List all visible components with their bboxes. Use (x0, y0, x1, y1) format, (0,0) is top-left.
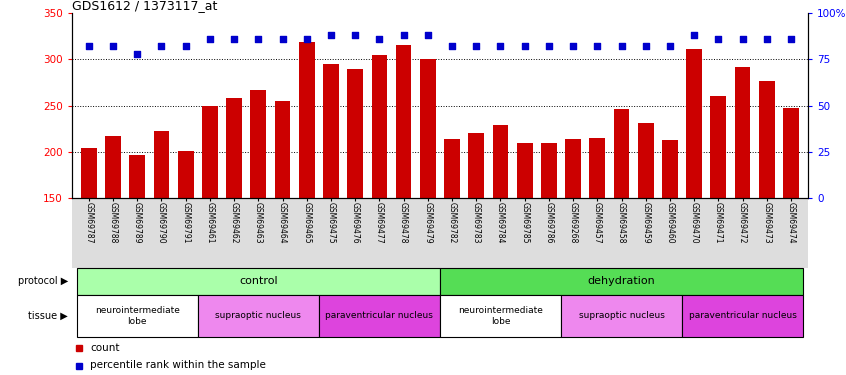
Text: dehydration: dehydration (588, 276, 656, 286)
Point (542, 43, 556, 49)
Bar (77, 268, 440, 295)
Text: supraoptic nucleus: supraoptic nucleus (216, 312, 301, 321)
Bar (541, 142, 557, 198)
Bar (319, 295, 440, 337)
Point (566, 43, 580, 49)
Point (107, 43, 120, 49)
Point (687, 32, 700, 38)
Point (639, 43, 652, 49)
Bar (682, 295, 803, 337)
Bar (492, 125, 508, 198)
Text: percentile rank within the sample: percentile rank within the sample (91, 360, 266, 370)
Point (518, 43, 531, 49)
Bar (638, 123, 654, 198)
Point (203, 36, 217, 42)
Bar (178, 151, 194, 198)
Point (591, 43, 604, 49)
Bar (440, 295, 561, 337)
Point (324, 32, 338, 38)
Text: paraventricular nucleus: paraventricular nucleus (326, 312, 433, 321)
Bar (517, 142, 532, 198)
Bar (129, 156, 146, 198)
Point (421, 32, 435, 38)
Point (736, 36, 750, 42)
Bar (444, 139, 460, 198)
Bar (202, 106, 217, 198)
Bar (686, 49, 702, 198)
Bar (662, 140, 678, 198)
Bar (420, 59, 436, 198)
Bar (348, 69, 363, 198)
Text: neurointermediate
lobe: neurointermediate lobe (458, 306, 543, 326)
Text: control: control (239, 276, 277, 286)
Bar (77, 295, 198, 337)
Bar (440, 268, 803, 295)
Point (155, 43, 168, 49)
Bar (561, 295, 682, 337)
Point (276, 36, 289, 42)
Bar (590, 138, 605, 198)
Bar (198, 295, 319, 337)
Bar (275, 101, 290, 198)
Bar (299, 42, 315, 198)
Bar (759, 81, 775, 198)
Point (300, 36, 314, 42)
Text: count: count (91, 343, 120, 352)
Bar (105, 136, 121, 198)
Point (445, 43, 459, 49)
Bar (323, 64, 339, 198)
Text: protocol ▶: protocol ▶ (18, 276, 69, 286)
Bar (154, 131, 169, 198)
Bar (734, 67, 750, 198)
Bar (226, 98, 242, 198)
Point (130, 51, 144, 57)
Text: tissue ▶: tissue ▶ (29, 311, 69, 321)
Text: supraoptic nucleus: supraoptic nucleus (579, 312, 664, 321)
Point (760, 36, 773, 42)
Bar (371, 55, 387, 198)
Point (494, 43, 508, 49)
Text: paraventricular nucleus: paraventricular nucleus (689, 312, 796, 321)
Point (179, 43, 193, 49)
Point (615, 43, 629, 49)
Bar (711, 96, 726, 198)
Point (251, 36, 265, 42)
Point (470, 43, 483, 49)
Point (397, 32, 410, 38)
Text: neurointermediate
lobe: neurointermediate lobe (95, 306, 179, 326)
Bar (396, 45, 411, 198)
Bar (565, 139, 581, 198)
Point (711, 36, 725, 42)
Bar (613, 109, 629, 198)
Bar (783, 108, 799, 198)
Bar (250, 90, 266, 198)
Point (663, 43, 677, 49)
Bar (81, 148, 96, 198)
Point (784, 36, 798, 42)
Text: GDS1612 / 1373117_at: GDS1612 / 1373117_at (72, 0, 217, 12)
Bar (469, 133, 484, 198)
Point (372, 36, 386, 42)
Point (228, 36, 241, 42)
Point (349, 32, 362, 38)
Point (82, 43, 96, 49)
